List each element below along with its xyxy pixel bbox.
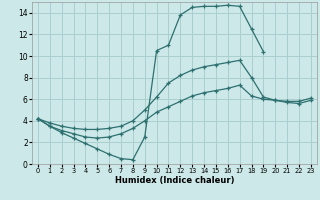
X-axis label: Humidex (Indice chaleur): Humidex (Indice chaleur) [115,176,234,185]
